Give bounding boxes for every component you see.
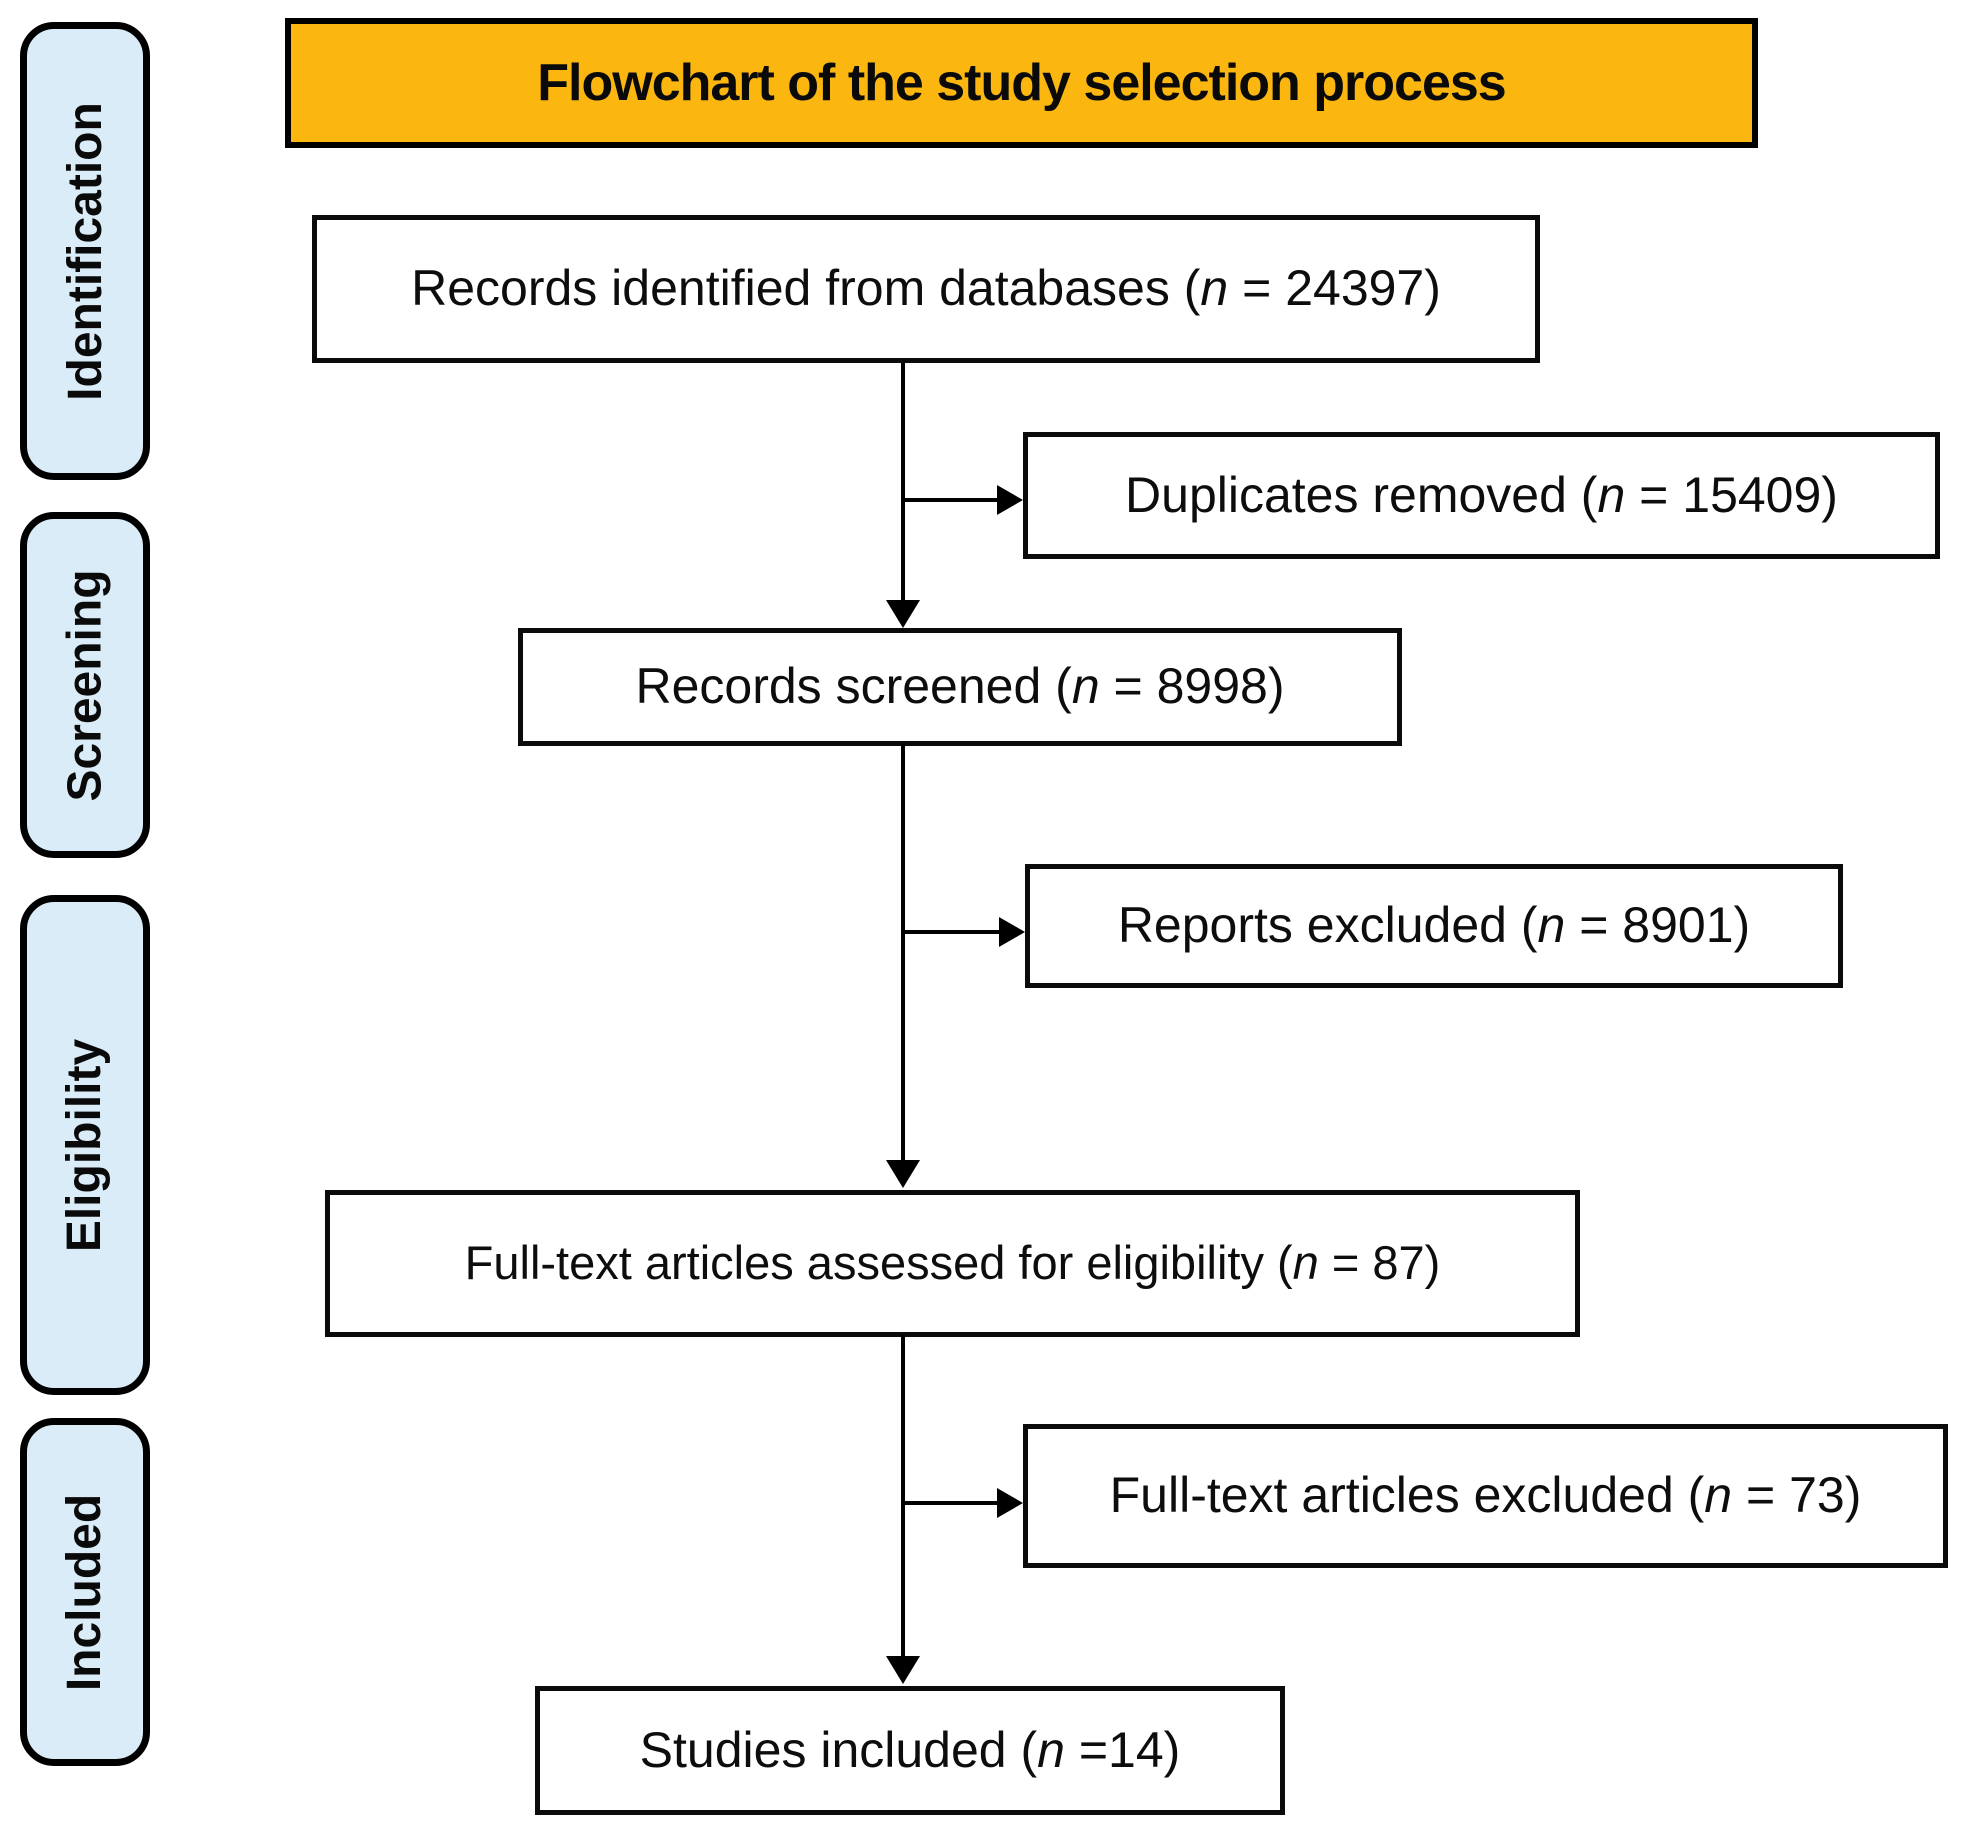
box-label-prefix: Full-text articles excluded ( (1109, 1467, 1705, 1524)
box-label-prefix: Records screened ( (635, 658, 1072, 715)
flow-box-records-identified: Records identified from databases (n = 2… (312, 215, 1540, 363)
box-label-suffix: = 73) (1732, 1467, 1862, 1524)
n-symbol: n (1704, 1467, 1733, 1524)
n-symbol: n (1292, 1236, 1319, 1290)
phase-tab-label: Included (58, 1493, 112, 1691)
phase-tab-identification: Identification (20, 22, 150, 480)
box-label: Duplicates removed (n = 15409) (1125, 467, 1838, 525)
box-label-prefix: Records identified from databases ( (411, 260, 1201, 317)
box-label-suffix: = 87) (1318, 1236, 1441, 1290)
box-label: Full-text articles excluded (n = 73) (1110, 1467, 1862, 1525)
flow-box-fulltext-assessed: Full-text articles assessed for eligibil… (325, 1190, 1580, 1337)
flow-box-studies-included: Studies included (n =14) (535, 1686, 1285, 1815)
title-banner: Flowchart of the study selection process (285, 18, 1758, 148)
box-label-prefix: Reports excluded ( (1117, 897, 1538, 954)
box-label-suffix: = 8998) (1099, 658, 1285, 715)
box-label-prefix: Duplicates removed ( (1125, 466, 1598, 523)
n-symbol: n (1597, 466, 1626, 523)
box-label-prefix: Studies included ( (639, 1721, 1038, 1778)
box-label-suffix: = 15409) (1625, 466, 1838, 523)
connector-branch-fulltext-excluded (903, 1501, 999, 1505)
phase-tab-screening: Screening (20, 512, 150, 858)
arrow-down-icon (886, 1160, 920, 1188)
n-symbol: n (1200, 260, 1229, 317)
n-symbol: n (1037, 1721, 1065, 1778)
connector-branch-reports-excluded (903, 930, 1001, 934)
box-label: Reports excluded (n = 8901) (1118, 897, 1750, 955)
n-symbol: n (1537, 897, 1566, 954)
arrow-down-icon (886, 1656, 920, 1684)
flowchart-title: Flowchart of the study selection process (537, 54, 1506, 112)
box-label: Records identified from databases (n = 2… (411, 260, 1441, 318)
phase-tab-label: Screening (58, 568, 112, 802)
arrow-right-icon (999, 917, 1025, 947)
box-label: Full-text articles assessed for eligibil… (465, 1236, 1441, 1290)
arrow-right-icon (997, 1488, 1023, 1518)
box-label-suffix: = 8901) (1565, 897, 1751, 954)
connector-branch-duplicates (903, 498, 999, 502)
flow-box-duplicates-removed: Duplicates removed (n = 15409) (1023, 432, 1940, 559)
connector-line-identified-to-screened (901, 363, 905, 604)
arrow-right-icon (997, 485, 1023, 515)
box-label-suffix: =14) (1064, 1721, 1181, 1778)
n-symbol: n (1071, 658, 1100, 715)
box-label: Studies included (n =14) (640, 1722, 1181, 1780)
connector-line-assessed-to-included (901, 1335, 905, 1658)
flow-box-records-screened: Records screened (n = 8998) (518, 628, 1402, 746)
phase-tab-eligibility: Eligibility (20, 895, 150, 1395)
box-label-suffix: = 24397) (1228, 260, 1441, 317)
connector-line-screened-to-assessed (901, 744, 905, 1162)
phase-tab-included: Included (20, 1418, 150, 1766)
flow-box-fulltext-excluded: Full-text articles excluded (n = 73) (1023, 1424, 1948, 1568)
box-label-prefix: Full-text articles assessed for eligibil… (464, 1236, 1293, 1290)
phase-tab-label: Eligibility (58, 1038, 112, 1252)
arrow-down-icon (886, 600, 920, 628)
phase-tab-label: Identification (58, 101, 112, 401)
box-label: Records screened (n = 8998) (636, 658, 1285, 716)
flow-box-reports-excluded: Reports excluded (n = 8901) (1025, 864, 1843, 988)
